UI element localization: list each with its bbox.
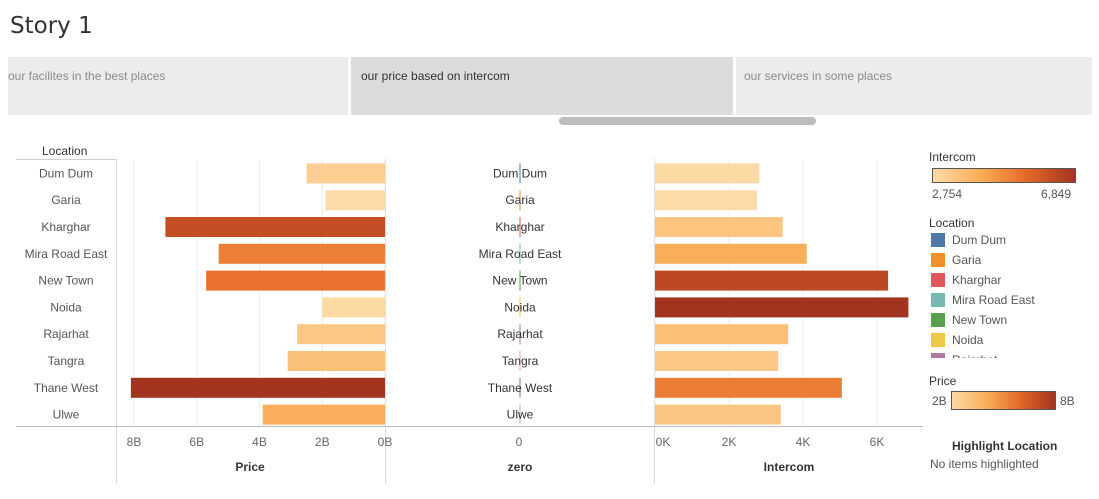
price-legend-max: 8B [1060,394,1075,408]
intercom-tick-label: 6K [870,435,885,449]
price-tick-label: 4B [252,435,267,449]
intercom-bar [655,190,757,211]
location-legend-list[interactable]: Dum Dum Garia Kharghar Mira Road East New To… [929,230,1094,358]
legend-swatch [931,293,945,307]
intercom-bar [655,324,789,345]
legend-swatch [931,273,945,287]
location-legend-item[interactable]: Kharghar [929,270,1094,290]
price-bar [262,404,385,425]
story-scrollbar[interactable] [559,117,816,125]
price-bar [297,324,385,345]
location-legend-item[interactable]: Mira Road East [929,290,1094,310]
location-legend-item[interactable]: Noida [929,330,1094,350]
category-label: New Town [38,274,93,288]
story-title: Story 1 [10,13,93,39]
intercom-bar [655,270,889,291]
intercom-tick-label: 4K [796,435,811,449]
legend-swatch [931,253,945,267]
location-legend-item[interactable]: Garia [929,250,1094,270]
price-tick-label: 8B [127,435,142,449]
price-bar [130,377,385,398]
price-bar [287,351,385,371]
intercom-bar [655,163,760,184]
legend-label: Dum Dum [952,233,1007,247]
story-point-services[interactable]: our services in some places [736,57,1092,115]
intercom-bar [655,404,781,425]
location-legend-item[interactable]: Rajarhat [929,350,1094,358]
intercom-legend-min: 2,754 [932,187,963,201]
intercom-axis-title: Intercom [764,460,815,474]
zero-category-label: New Town [492,274,547,288]
price-tick-label: 0B [378,435,393,449]
intercom-bar [655,377,842,398]
legend-swatch [931,353,945,358]
highlight-value[interactable]: No items highlighted [930,457,1039,471]
category-label: Garia [51,193,81,207]
price-axis-title: Price [235,460,265,474]
intercom-bar [655,297,909,318]
zero-category-label: Ulwe [507,408,534,422]
zero-axis-title: zero [508,460,533,474]
zero-category-label: Garia [505,193,535,207]
row-header-label: Location [42,144,87,158]
price-tick-label: 6B [189,435,204,449]
intercom-bar [655,217,783,237]
legend-swatch [931,333,945,347]
price-color-ramp [951,391,1056,410]
location-legend-item[interactable]: New Town [929,310,1094,330]
legend-label: Kharghar [952,273,1002,287]
price-bar [306,163,385,184]
zero-category-label: Kharghar [495,220,544,234]
legend-label: Rajarhat [952,353,997,358]
legend-label: New Town [952,313,1008,327]
zero-category-label: Thane West [488,381,553,395]
intercom-tick-label: 0K [656,435,671,449]
story-navigator: our facilites in the best places our pri… [8,57,1092,115]
category-label: Tangra [48,354,85,368]
legend-label: Noida [952,333,984,347]
legend-swatch [931,233,945,247]
legend-swatch [931,313,945,327]
price-bar [322,297,385,318]
zero-category-label: Noida [504,300,536,314]
category-label: Rajarhat [43,327,89,341]
intercom-legend-title: Intercom [929,150,976,164]
intercom-tick-label: 2K [722,435,737,449]
price-bar [206,270,385,291]
category-label: Noida [50,300,82,314]
price-tick-label: 2B [315,435,330,449]
location-legend-item[interactable]: Dum Dum [929,230,1094,250]
category-label: Dum Dum [39,166,93,180]
intercom-legend-max: 6,849 [1041,187,1072,201]
zero-category-label: Dum Dum [493,166,547,180]
highlight-title: Highlight Location [952,439,1058,453]
price-bar [218,243,385,264]
intercom-bar [655,243,807,264]
intercom-bar [655,351,779,371]
price-legend-title: Price [929,374,957,388]
price-bar [325,190,385,211]
intercom-color-ramp [932,168,1076,183]
zero-tick-label: 0 [516,435,523,449]
zero-category-label: Rajarhat [497,327,543,341]
zero-category-label: Mira Road East [479,247,562,261]
legend-label: Mira Road East [952,293,1035,307]
story-point-price-intercom[interactable]: our price based on intercom [351,57,733,115]
category-label: Thane West [34,381,99,395]
category-label: Kharghar [41,220,90,234]
location-legend-title: Location [929,216,975,230]
zero-category-label: Tangra [502,354,539,368]
legend-label: Garia [952,253,982,267]
category-label: Mira Road East [25,247,108,261]
price-legend-min: 2B [932,394,947,408]
price-bar [165,217,385,237]
category-label: Ulwe [53,408,80,422]
story-point-facilities[interactable]: our facilites in the best places [8,57,348,115]
